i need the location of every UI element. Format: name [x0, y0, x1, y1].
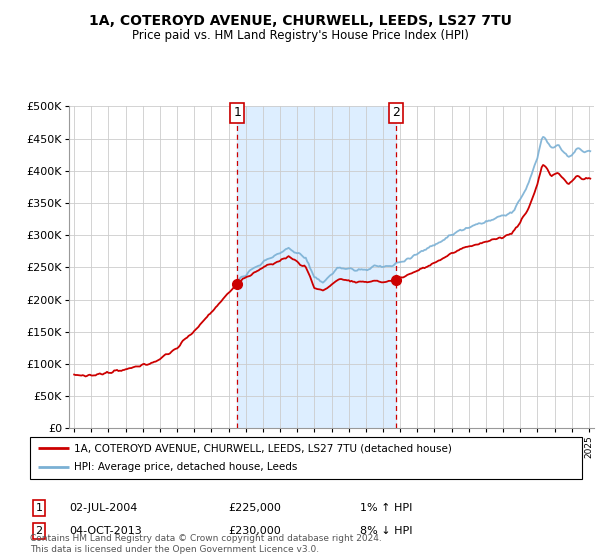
Text: 1% ↑ HPI: 1% ↑ HPI [360, 503, 412, 513]
Text: 8% ↓ HPI: 8% ↓ HPI [360, 526, 413, 536]
Text: Contains HM Land Registry data © Crown copyright and database right 2024.
This d: Contains HM Land Registry data © Crown c… [30, 534, 382, 554]
Text: 2: 2 [35, 526, 43, 536]
Text: HPI: Average price, detached house, Leeds: HPI: Average price, detached house, Leed… [74, 463, 298, 473]
Text: 04-OCT-2013: 04-OCT-2013 [69, 526, 142, 536]
Text: 1: 1 [35, 503, 43, 513]
Bar [237, 106, 396, 428]
Text: 1A, COTEROYD AVENUE, CHURWELL, LEEDS, LS27 7TU: 1A, COTEROYD AVENUE, CHURWELL, LEEDS, LS… [89, 14, 511, 28]
Text: 2: 2 [392, 106, 400, 119]
Text: Price paid vs. HM Land Registry's House Price Index (HPI): Price paid vs. HM Land Registry's House … [131, 29, 469, 42]
Text: 1: 1 [233, 106, 241, 119]
Text: 1A, COTEROYD AVENUE, CHURWELL, LEEDS, LS27 7TU (detached house): 1A, COTEROYD AVENUE, CHURWELL, LEEDS, LS… [74, 443, 452, 453]
FancyBboxPatch shape [30, 437, 582, 479]
Text: 02-JUL-2004: 02-JUL-2004 [69, 503, 137, 513]
Text: £225,000: £225,000 [228, 503, 281, 513]
Text: £230,000: £230,000 [228, 526, 281, 536]
